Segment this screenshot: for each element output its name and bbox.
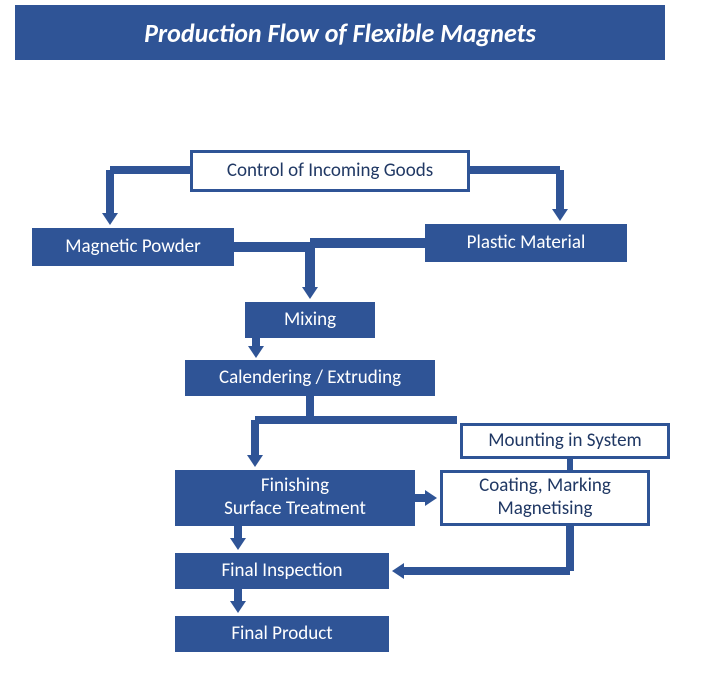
flowchart-canvas: Production Flow of Flexible Magnets Contr… — [0, 0, 715, 691]
edge-control-to-plastic — [470, 170, 568, 221]
node-mount-label: Mounting in System — [488, 430, 641, 453]
node-calend-label: Calendering / Extruding — [219, 367, 401, 390]
node-coat: Coating, Marking Magnetising — [440, 470, 650, 526]
node-plastic-label: Plastic Material — [467, 232, 586, 255]
node-mixing-label: Mixing — [284, 309, 336, 332]
edge-finish-to-inspect — [230, 526, 246, 550]
edge-inspect-to-product — [230, 589, 246, 613]
node-product: Final Product — [175, 616, 389, 652]
edge-branches-to-mixing — [234, 243, 425, 299]
node-plastic: Plastic Material — [425, 224, 627, 262]
node-powder: Magnetic Powder — [32, 228, 234, 266]
node-product-label: Final Product — [231, 623, 332, 646]
title-text: Production Flow of Flexible Magnets — [144, 17, 536, 49]
edge-calend-down — [247, 396, 310, 467]
node-coat-label: Coating, Marking Magnetising — [479, 475, 611, 521]
node-inspect-label: Final Inspection — [221, 560, 342, 583]
node-control-label: Control of Incoming Goods — [227, 160, 433, 183]
edge-coat-to-inspect — [392, 526, 570, 579]
node-inspect: Final Inspection — [175, 553, 389, 589]
node-mixing: Mixing — [245, 302, 375, 338]
node-control: Control of Incoming Goods — [190, 150, 470, 192]
node-mount: Mounting in System — [460, 423, 670, 459]
node-finish: Finishing Surface Treatment — [175, 470, 415, 526]
title-bar: Production Flow of Flexible Magnets — [15, 5, 665, 60]
edge-mixing-to-calend — [248, 338, 264, 358]
node-calend: Calendering / Extruding — [185, 360, 435, 396]
node-powder-label: Magnetic Powder — [65, 236, 200, 259]
edge-control-to-powder — [102, 170, 190, 225]
node-finish-label: Finishing Surface Treatment — [224, 475, 366, 521]
edge-finish-to-coat — [415, 490, 437, 506]
